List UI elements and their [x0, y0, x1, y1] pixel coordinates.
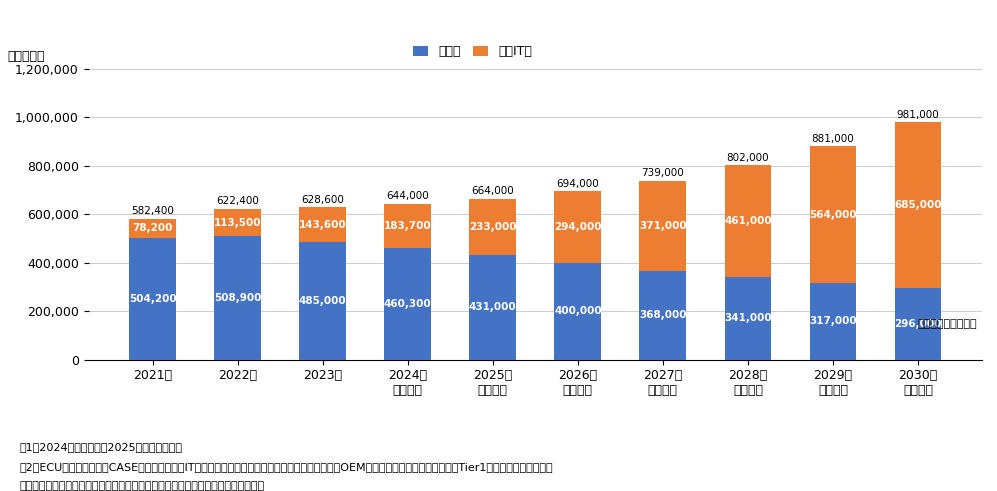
Text: 341,000: 341,000 — [724, 313, 772, 324]
Bar — [214, 236, 261, 360]
Text: 504,200: 504,200 — [129, 294, 176, 303]
Bar — [554, 191, 601, 263]
Bar — [470, 255, 516, 360]
Text: 460,300: 460,300 — [384, 299, 432, 309]
Text: 113,500: 113,500 — [214, 218, 261, 228]
Text: 車載ソフトウェア費用や研究開発費、設備投資費用などから金額規模を算出した。: 車載ソフトウェア費用や研究開発費、設備投資費用などから金額規模を算出した。 — [20, 481, 265, 491]
Text: 564,000: 564,000 — [810, 210, 856, 219]
Text: 508,900: 508,900 — [214, 293, 261, 303]
Bar — [130, 218, 176, 238]
Bar — [639, 271, 686, 360]
Text: 981,000: 981,000 — [896, 109, 939, 119]
Text: 294,000: 294,000 — [554, 222, 601, 232]
Text: 802,000: 802,000 — [727, 153, 770, 163]
Legend: 制御系, 車載IT系: 制御系, 車載IT系 — [409, 40, 537, 63]
Text: 694,000: 694,000 — [556, 179, 599, 189]
Bar — [810, 283, 856, 360]
Text: 143,600: 143,600 — [299, 220, 347, 230]
Text: 644,000: 644,000 — [387, 191, 429, 201]
Y-axis label: （百万円）: （百万円） — [7, 50, 45, 63]
Text: 233,000: 233,000 — [469, 222, 516, 232]
Bar — [894, 122, 941, 288]
Bar — [384, 204, 431, 248]
Bar — [214, 209, 261, 236]
Bar — [130, 238, 176, 360]
Bar — [725, 165, 772, 277]
Text: 881,000: 881,000 — [812, 134, 854, 144]
Text: 461,000: 461,000 — [724, 216, 772, 226]
Text: 739,000: 739,000 — [641, 168, 684, 178]
Text: 400,000: 400,000 — [554, 306, 601, 316]
Text: 664,000: 664,000 — [472, 187, 514, 196]
Bar — [639, 181, 686, 271]
Bar — [894, 288, 941, 360]
Text: 注2．ECUなどの制御系やCASEを志向した車載IT系の車載ソフトウェアを対象とし、自動車会社（OEM）や自動車部品サプライヤー（Tier1等）が自社で開発する: 注2．ECUなどの制御系やCASEを志向した車載IT系の車載ソフトウェアを対象と… — [20, 462, 553, 471]
Text: 296,000: 296,000 — [894, 319, 942, 329]
Text: 685,000: 685,000 — [894, 200, 942, 210]
Bar — [299, 207, 346, 242]
Text: 317,000: 317,000 — [810, 316, 856, 327]
Text: 582,400: 582,400 — [132, 206, 174, 216]
Text: 183,700: 183,700 — [384, 221, 432, 231]
Bar — [810, 146, 856, 283]
Text: 431,000: 431,000 — [469, 302, 516, 312]
Bar — [299, 242, 346, 360]
Bar — [470, 199, 516, 255]
Text: 注1．2024年は見込値、2025年以降は予測値: 注1．2024年は見込値、2025年以降は予測値 — [20, 442, 182, 452]
Text: 485,000: 485,000 — [299, 296, 347, 306]
Text: 78,200: 78,200 — [133, 223, 172, 233]
Text: 622,400: 622,400 — [216, 196, 259, 206]
Text: 368,000: 368,000 — [639, 310, 687, 320]
Text: 371,000: 371,000 — [639, 220, 687, 231]
Bar — [725, 277, 772, 360]
Text: 矢野経済研究所調べ: 矢野経済研究所調べ — [917, 319, 977, 329]
Bar — [384, 248, 431, 360]
Bar — [554, 263, 601, 360]
Text: 628,600: 628,600 — [301, 195, 344, 205]
